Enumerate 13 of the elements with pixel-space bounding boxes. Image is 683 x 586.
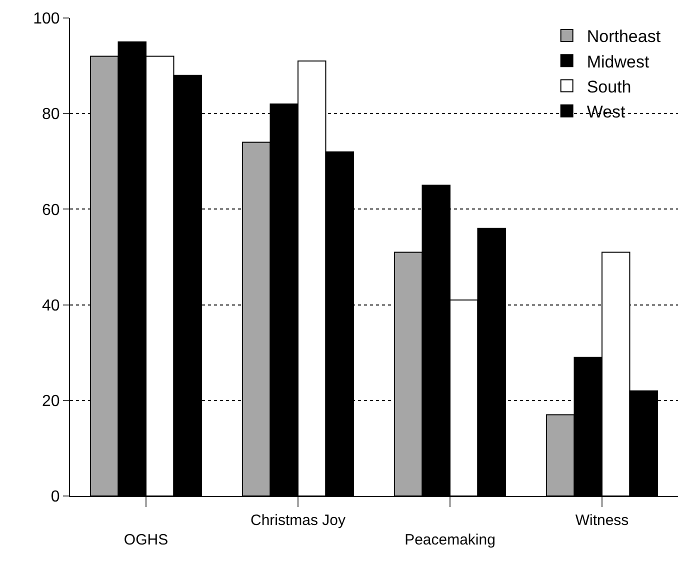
- y-tick-label: 40: [42, 297, 60, 314]
- x-tick-label: Witness: [575, 512, 629, 529]
- y-tick-label: 100: [33, 10, 60, 28]
- y-tick-label: 0: [50, 488, 60, 506]
- x-tick-label: OGHS: [124, 532, 168, 548]
- y-tick-label: 20: [42, 393, 60, 410]
- y-tick-label: 80: [42, 106, 60, 124]
- x-tick-label: Peacemaking: [404, 532, 496, 548]
- y-tick-label: 60: [42, 202, 60, 219]
- legend-label: Northeast: [586, 27, 661, 46]
- x-tick-label: Christmas Joy: [250, 512, 346, 529]
- legend-label: Midwest: [586, 52, 650, 72]
- legend-label: South: [586, 77, 632, 96]
